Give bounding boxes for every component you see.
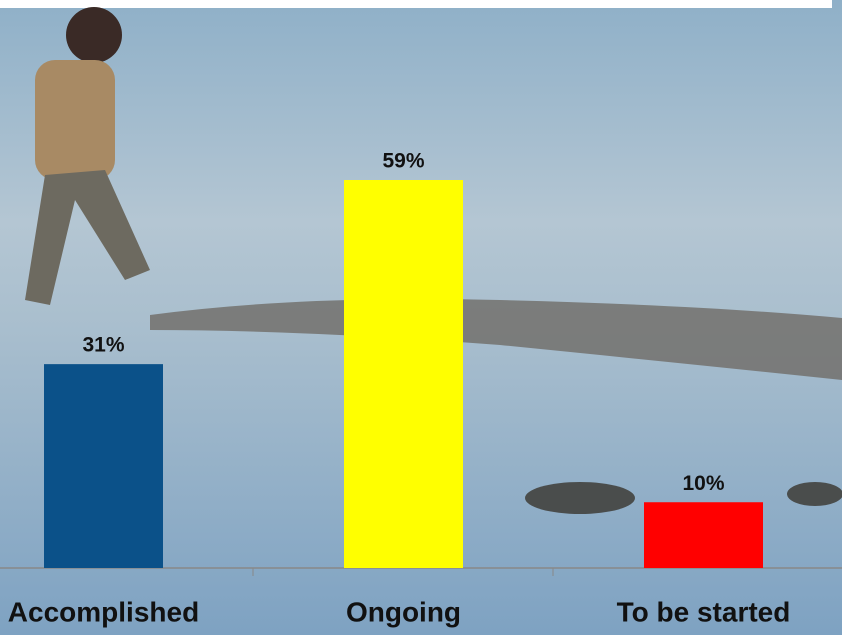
child [25, 7, 150, 305]
sandbar [150, 299, 842, 380]
bar [644, 502, 763, 568]
bar [344, 180, 463, 568]
stone [787, 482, 842, 506]
top-strip [0, 0, 832, 8]
x-tick-label: Ongoing [346, 596, 461, 627]
bar [44, 364, 163, 568]
x-tick-label: Accomplished [8, 596, 199, 627]
value-label: 31% [82, 334, 124, 357]
value-label: 10% [682, 472, 724, 495]
stone [525, 482, 635, 514]
value-label: 59% [382, 150, 424, 173]
x-tick-label: To be started [617, 596, 791, 627]
